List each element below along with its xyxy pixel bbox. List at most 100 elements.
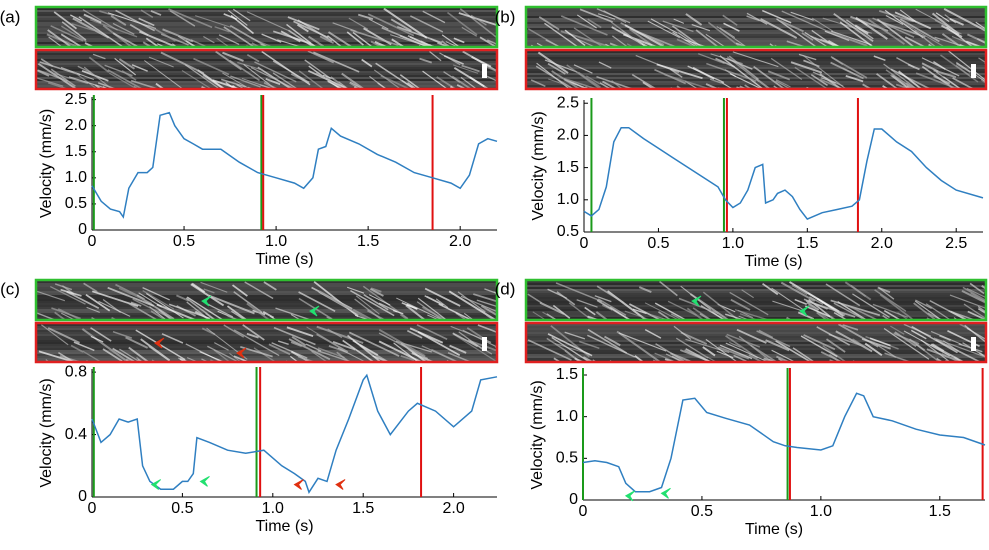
- streak: [161, 333, 184, 344]
- kymograph-texture: [527, 324, 985, 361]
- streak: [791, 284, 808, 296]
- streak: [151, 359, 155, 361]
- streak: [930, 343, 964, 361]
- row: [527, 20, 985, 22]
- panel-label: (d): [495, 279, 516, 298]
- streak: [129, 23, 149, 36]
- streak: [367, 309, 385, 319]
- streak: [296, 23, 309, 33]
- streak: [53, 11, 78, 30]
- streak: [399, 34, 429, 46]
- streak: [762, 9, 792, 24]
- streak: [453, 67, 485, 88]
- streak: [118, 58, 136, 70]
- streak: [126, 358, 132, 361]
- streak: [368, 18, 389, 30]
- streak: [610, 21, 642, 45]
- y-tick-label: 1.5: [557, 159, 579, 176]
- row: [527, 71, 985, 73]
- streak: [830, 299, 881, 317]
- streak: [596, 8, 631, 24]
- velocity-line: [582, 392, 986, 493]
- streak: [725, 335, 759, 359]
- streak: [37, 77, 64, 87]
- streak: [307, 51, 334, 64]
- streak: [469, 340, 496, 352]
- row: [37, 71, 496, 73]
- streak: [933, 69, 957, 79]
- streak: [878, 9, 914, 23]
- streak: [297, 355, 314, 361]
- streak: [825, 338, 846, 353]
- streak: [726, 333, 761, 348]
- streak: [250, 66, 295, 88]
- row: [527, 309, 985, 311]
- row: [37, 360, 496, 361]
- row: [527, 326, 985, 328]
- streak: [833, 312, 847, 319]
- y-tick-label: 0.5: [65, 195, 87, 212]
- streak: [232, 8, 251, 22]
- streak: [90, 335, 104, 343]
- streak: [185, 297, 216, 319]
- streak: [363, 293, 389, 311]
- streak: [317, 350, 350, 361]
- streak: [377, 82, 387, 88]
- streak: [824, 29, 868, 46]
- row: [527, 346, 985, 348]
- streak: [833, 13, 874, 42]
- streak: [705, 33, 725, 46]
- streak: [186, 357, 197, 361]
- streak: [822, 344, 846, 361]
- y-axis-label: Velocity (mm/s): [529, 380, 546, 489]
- streak: [392, 309, 404, 315]
- streak: [452, 332, 479, 348]
- streak: [304, 59, 331, 80]
- streak: [399, 74, 420, 88]
- streak: [864, 342, 883, 357]
- streak: [969, 282, 985, 295]
- x-axis-label: Time (s): [745, 521, 803, 538]
- streak: [246, 302, 270, 319]
- kymograph-frame: [34, 48, 499, 91]
- streak: [915, 72, 958, 88]
- row: [37, 297, 496, 299]
- streak: [229, 352, 241, 361]
- streak: [685, 348, 711, 361]
- row: [37, 63, 496, 65]
- streak: [802, 54, 846, 88]
- streak: [85, 293, 111, 312]
- streak: [654, 302, 686, 319]
- streak: [879, 293, 913, 319]
- streak: [811, 17, 834, 32]
- streak: [867, 18, 905, 45]
- row: [37, 324, 496, 326]
- y-tick-label: 1.5: [556, 366, 578, 383]
- streak: [229, 24, 268, 46]
- row: [527, 328, 985, 330]
- streak: [915, 8, 951, 28]
- row: [37, 36, 496, 38]
- streak: [914, 300, 941, 319]
- streak: [741, 86, 744, 88]
- streak: [199, 351, 223, 361]
- row: [37, 309, 496, 311]
- velocity-line: [583, 126, 984, 221]
- streak: [115, 9, 155, 32]
- streak: [473, 293, 496, 302]
- streak: [112, 347, 136, 361]
- row: [37, 12, 496, 14]
- streak: [931, 12, 960, 36]
- streak: [37, 69, 68, 82]
- streak: [254, 61, 297, 83]
- streak: [242, 324, 265, 341]
- row: [527, 354, 985, 356]
- streak: [288, 29, 314, 46]
- streak: [286, 326, 314, 337]
- row: [37, 352, 496, 354]
- streak: [955, 65, 970, 76]
- streak: [232, 284, 248, 297]
- streak: [975, 21, 985, 30]
- streak: [162, 28, 194, 43]
- row: [37, 326, 496, 328]
